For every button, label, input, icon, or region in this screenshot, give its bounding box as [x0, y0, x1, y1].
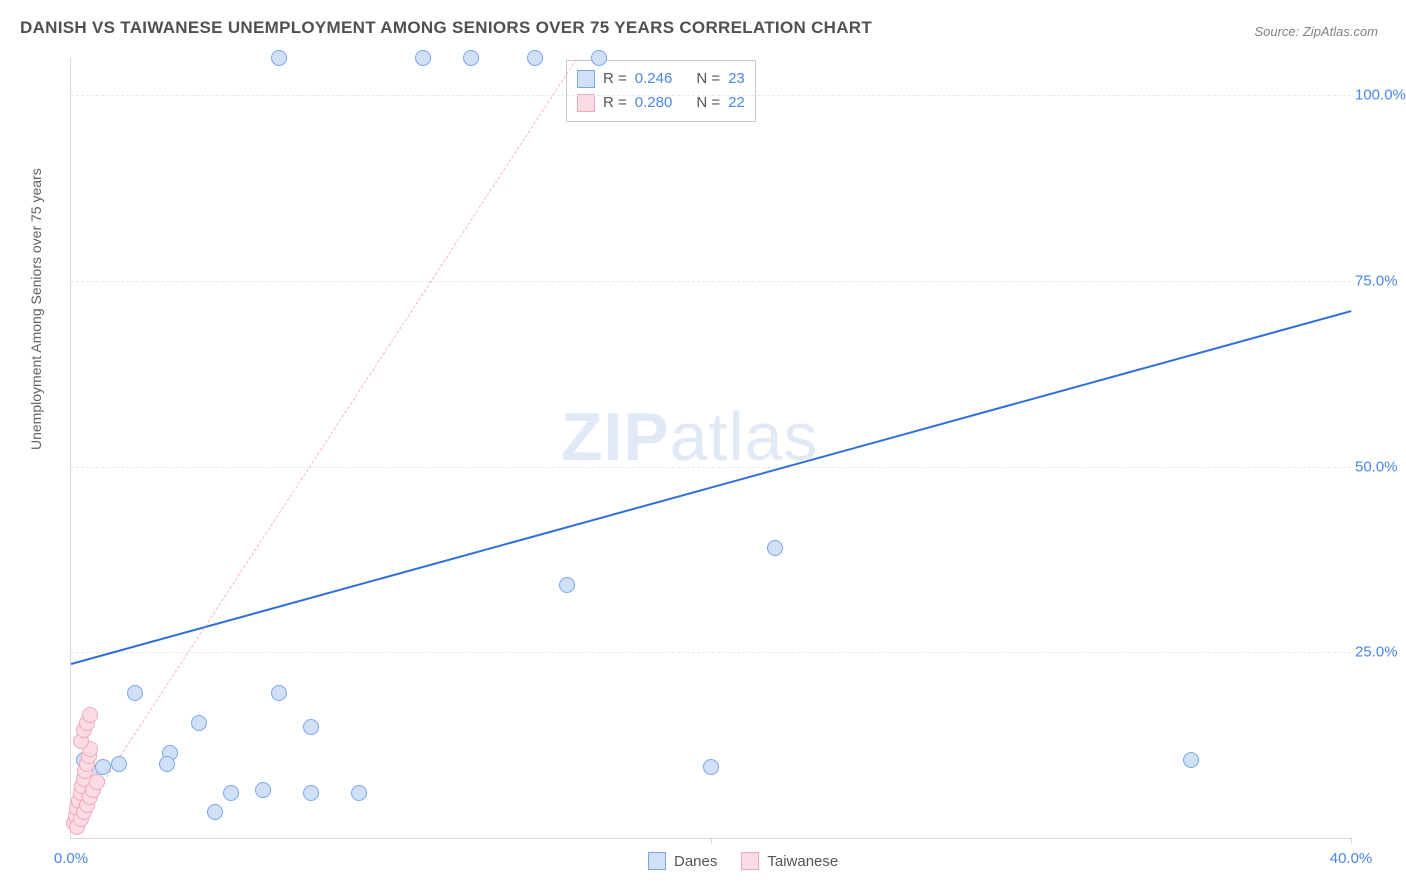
data-point-danes [351, 785, 367, 801]
source-attribution: Source: ZipAtlas.com [1254, 24, 1378, 39]
x-tick [1351, 838, 1352, 844]
chart-title: DANISH VS TAIWANESE UNEMPLOYMENT AMONG S… [20, 18, 872, 38]
data-point-danes [207, 804, 223, 820]
n-label: N = [696, 67, 720, 91]
data-point-taiwanese [89, 774, 105, 790]
data-point-danes [703, 759, 719, 775]
data-point-danes [255, 782, 271, 798]
watermark: ZIPatlas [561, 398, 818, 476]
data-point-danes [95, 759, 111, 775]
data-point-danes [271, 50, 287, 66]
data-point-danes [559, 577, 575, 593]
y-tick-label: 50.0% [1355, 458, 1406, 475]
legend-label-danes: Danes [674, 853, 717, 870]
data-point-danes [415, 50, 431, 66]
legend: Danes Taiwanese [648, 852, 838, 870]
data-point-danes [767, 540, 783, 556]
gridline [71, 95, 1351, 96]
trend-line-danes [71, 311, 1352, 666]
x-tick-label: 0.0% [54, 850, 88, 867]
legend-item-taiwanese: Taiwanese [741, 852, 838, 870]
data-point-danes [191, 715, 207, 731]
y-tick-label: 75.0% [1355, 272, 1406, 289]
stats-box: R = 0.246 N = 23 R = 0.280 N = 22 [566, 60, 756, 122]
swatch-blue-icon [648, 852, 666, 870]
data-point-danes [127, 685, 143, 701]
gridline [71, 652, 1351, 653]
plot-area: ZIPatlas R = 0.246 N = 23 R = 0.280 N = … [70, 58, 1351, 839]
y-axis-label: Unemployment Among Seniors over 75 years [28, 168, 44, 450]
x-tick [711, 838, 712, 844]
r-label: R = [603, 67, 627, 91]
stats-row-danes: R = 0.246 N = 23 [577, 67, 745, 91]
swatch-blue-icon [577, 70, 595, 88]
swatch-pink-icon [741, 852, 759, 870]
data-point-danes [303, 785, 319, 801]
gridline [71, 467, 1351, 468]
data-point-danes [1183, 752, 1199, 768]
data-point-danes [463, 50, 479, 66]
data-point-danes [271, 685, 287, 701]
data-point-danes [159, 756, 175, 772]
y-tick-label: 100.0% [1355, 87, 1406, 104]
data-point-danes [527, 50, 543, 66]
trend-line-taiwanese [71, 58, 577, 831]
data-point-danes [223, 785, 239, 801]
r-value-danes: 0.246 [635, 67, 673, 91]
swatch-pink-icon [577, 94, 595, 112]
data-point-danes [303, 719, 319, 735]
legend-item-danes: Danes [648, 852, 717, 870]
x-tick-label: 40.0% [1330, 850, 1373, 867]
data-point-danes [591, 50, 607, 66]
y-tick-label: 25.0% [1355, 644, 1406, 661]
gridline [71, 281, 1351, 282]
data-point-taiwanese [82, 707, 98, 723]
watermark-zip: ZIP [561, 399, 670, 475]
legend-label-taiwanese: Taiwanese [767, 853, 838, 870]
n-value-danes: 23 [728, 67, 745, 91]
data-point-danes [111, 756, 127, 772]
